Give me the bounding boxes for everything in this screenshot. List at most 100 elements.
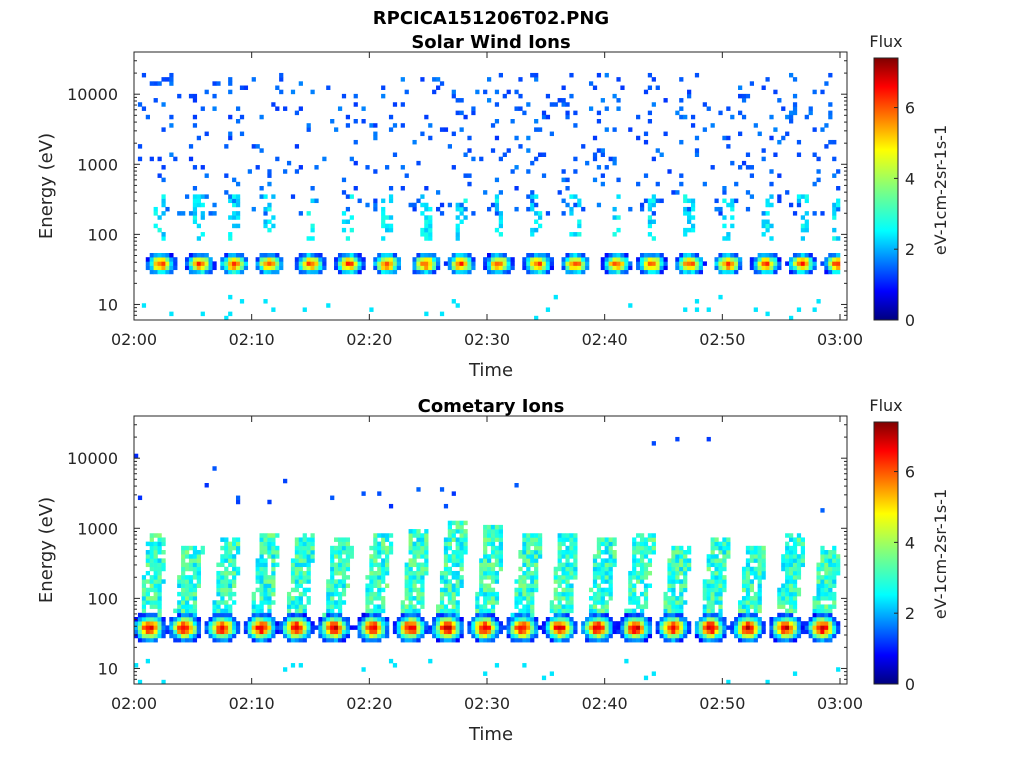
spectrogram-cell: [220, 570, 225, 576]
spectrogram-cell: [530, 265, 535, 271]
spectrogram-cell: [588, 633, 594, 639]
spectrogram-cell: [239, 261, 245, 266]
spectrogram-cell: [232, 198, 237, 204]
spectrogram-cell: [373, 261, 378, 266]
spectrogram-cell: [396, 629, 402, 635]
spectrogram-cell: [471, 211, 476, 216]
spectrogram-cell: [683, 269, 688, 275]
spectrogram-cell: [388, 265, 394, 271]
spectrogram-cell: [290, 558, 296, 563]
spectrogram-cell: [828, 575, 833, 580]
spectrogram-cell: [498, 72, 503, 78]
spectrogram-cell: [706, 617, 711, 622]
spectrogram-cell: [290, 575, 296, 580]
spectrogram-cell: [600, 558, 605, 563]
spectrogram-cell: [204, 629, 209, 635]
spectrogram-cell: [475, 612, 480, 618]
spectrogram-cell: [400, 600, 405, 605]
spectrogram-cell: [518, 144, 523, 149]
spectrogram-cell: [428, 253, 433, 258]
spectrogram-cell: [447, 558, 452, 563]
spectrogram-cell: [816, 604, 821, 609]
spectrogram-cell: [373, 537, 378, 542]
spectrogram-cell: [255, 558, 260, 563]
spectrogram-cell: [428, 215, 433, 220]
spectrogram-cell: [534, 558, 539, 563]
spectrogram-cell: [153, 533, 158, 538]
spectrogram-cell: [310, 558, 315, 563]
spectrogram-cell: [259, 612, 264, 618]
spectrogram-cell: [789, 119, 794, 124]
spectrogram-cell: [267, 575, 272, 580]
spectrogram-cell: [647, 223, 653, 229]
spectrogram-cell: [298, 541, 303, 547]
spectrogram-cell: [836, 570, 841, 576]
spectrogram-cell: [385, 165, 390, 170]
spectrogram-cell: [255, 633, 260, 639]
spectrogram-cell: [706, 566, 711, 572]
spectrogram-cell: [302, 554, 307, 559]
spectrogram-cell: [565, 625, 570, 630]
spectrogram-cell: [534, 194, 539, 199]
spectrogram-cell: [459, 554, 464, 559]
spectrogram-cell: [192, 545, 198, 551]
spectrogram-cell: [330, 566, 335, 572]
spectrogram-cell: [494, 227, 500, 233]
spectrogram-cell: [483, 533, 488, 538]
spectrogram-cell: [785, 570, 790, 576]
spectrogram-cell: [722, 566, 727, 572]
spectrogram-cell: [196, 570, 201, 576]
spectrogram-cell: [526, 265, 531, 271]
spectrogram-cell: [400, 617, 405, 622]
spectrogram-cell: [322, 633, 327, 639]
spectrogram-cell: [412, 608, 417, 614]
spectrogram-cell: [706, 612, 711, 618]
spectrogram-cell: [789, 591, 794, 597]
spectrogram-cell: [785, 612, 790, 618]
spectrogram-cell: [459, 533, 464, 538]
spectrogram-cell: [702, 579, 707, 584]
spectrogram-cell: [271, 579, 276, 584]
spectrogram-cell: [267, 637, 272, 643]
spectrogram-cell: [385, 269, 390, 275]
spectrogram-cell: [588, 587, 594, 593]
spectrogram-cell: [608, 575, 613, 580]
spectrogram-cell: [373, 135, 378, 141]
spectrogram-cell: [639, 617, 645, 622]
spectrogram-cell: [824, 617, 829, 622]
spectrogram-cell: [447, 591, 452, 597]
spectrogram-cell: [828, 566, 833, 572]
spectrogram-cell: [683, 307, 688, 312]
spectrogram-cell: [224, 315, 229, 321]
spectrogram-cell: [263, 566, 268, 572]
spectrogram-cell: [526, 102, 531, 107]
spectrogram-cell: [816, 299, 821, 304]
spectrogram-cell: [816, 629, 821, 635]
spectrogram-cell: [628, 583, 633, 588]
spectrogram-cell: [816, 591, 821, 597]
spectrogram-cell: [408, 575, 413, 580]
colorbar-tick-label: 2: [905, 604, 915, 623]
spectrogram-cell: [518, 550, 523, 555]
spectrogram-cell: [494, 617, 500, 622]
spectrogram-cell: [777, 596, 782, 601]
spectrogram-cell: [443, 537, 449, 542]
spectrogram-cell: [757, 131, 762, 137]
spectrogram-cell: [757, 625, 762, 630]
spectrogram-cell: [498, 156, 503, 162]
spectrogram-cell: [220, 554, 225, 559]
spectrogram-cell: [412, 621, 417, 626]
spectrogram-cell: [718, 261, 723, 266]
spectrogram-cell: [443, 587, 449, 593]
spectrogram-cell: [173, 637, 178, 643]
spectrogram-cell: [565, 637, 570, 643]
spectrogram-cell: [537, 261, 543, 266]
spectrogram-cell: [702, 633, 707, 639]
spectrogram-cell: [526, 570, 531, 576]
spectrogram-cell: [377, 545, 382, 551]
spectrogram-cell: [761, 156, 766, 162]
spectrogram-cell: [361, 106, 366, 111]
spectrogram-cell: [667, 566, 672, 572]
spectrogram-cell: [326, 633, 331, 639]
spectrogram-cell: [749, 596, 755, 601]
